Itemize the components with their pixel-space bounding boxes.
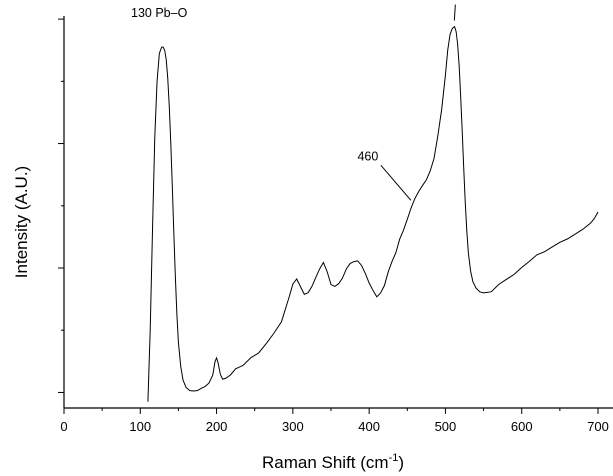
x-axis-title-superscript: -1 [389, 452, 399, 464]
x-axis-title: Raman Shift (cm-1) [262, 452, 404, 472]
x-tick-label: 500 [435, 419, 457, 434]
x-tick-label: 700 [587, 419, 609, 434]
y-axis-title: Intensity (A.U.) [12, 166, 31, 278]
x-tick-label: 100 [129, 419, 151, 434]
x-axis-tick-labels: 0 100 200 300 400 500 600 700 [60, 419, 608, 434]
x-tick-label: 300 [282, 419, 304, 434]
annotation-460: 460 [357, 149, 378, 163]
x-axis-title-main: Raman Shift (cm [262, 453, 389, 472]
x-tick-label: 200 [206, 419, 228, 434]
y-axis-ticks [58, 18, 64, 393]
x-tick-label: 400 [358, 419, 380, 434]
x-axis-title-close: ) [398, 453, 404, 472]
annotation-513-leader [453, 4, 456, 21]
annotation-513: 513 [445, 0, 466, 3]
x-axis-ticks [63, 408, 599, 414]
annotation-pb-o: 130 Pb–O [131, 6, 188, 20]
plot-frame [63, 16, 613, 409]
annotation-460-leader [380, 164, 412, 201]
peak-annotations: 130 Pb–O 513 460 [131, 0, 466, 201]
spectrum-line [147, 25, 599, 402]
x-tick-label: 0 [60, 419, 67, 434]
x-tick-label: 600 [511, 419, 533, 434]
